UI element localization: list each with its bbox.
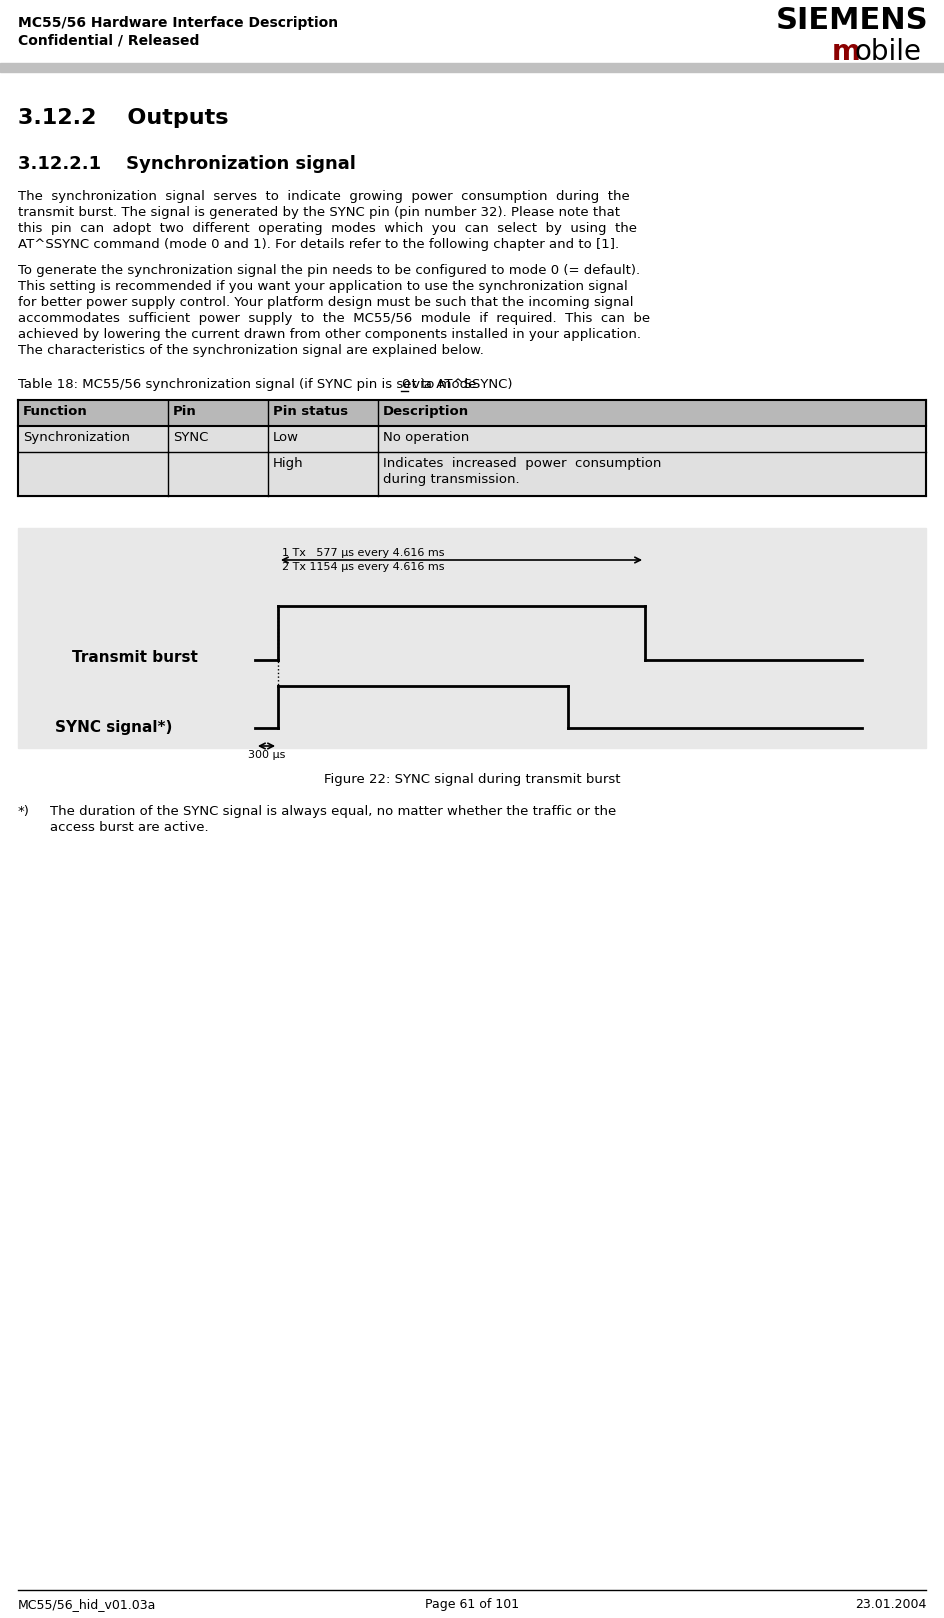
Text: Pin status: Pin status — [273, 404, 348, 417]
Text: this  pin  can  adopt  two  different  operating  modes  which  you  can  select: this pin can adopt two different operati… — [18, 222, 637, 235]
Text: Low: Low — [273, 430, 299, 443]
Text: m: m — [832, 37, 861, 66]
Text: The duration of the SYNC signal is always equal, no matter whether the traffic o: The duration of the SYNC signal is alway… — [50, 806, 616, 819]
Text: achieved by lowering the current drawn from other components installed in your a: achieved by lowering the current drawn f… — [18, 328, 641, 341]
Text: Description: Description — [383, 404, 469, 417]
Text: Indicates  increased  power  consumption: Indicates increased power consumption — [383, 456, 662, 469]
Text: SYNC signal*): SYNC signal*) — [55, 720, 173, 735]
Bar — [18, 400, 926, 426]
Text: access burst are active.: access burst are active. — [50, 820, 209, 833]
Text: To generate the synchronization signal the pin needs to be configured to mode 0 : To generate the synchronization signal t… — [18, 264, 640, 277]
Text: Page 61 of 101: Page 61 of 101 — [425, 1599, 519, 1612]
Text: 1 Tx   577 µs every 4.616 ms: 1 Tx 577 µs every 4.616 ms — [282, 549, 445, 558]
Text: AT^SSYNC command (mode 0 and 1). For details refer to the following chapter and : AT^SSYNC command (mode 0 and 1). For det… — [18, 238, 619, 251]
Text: No operation: No operation — [383, 430, 469, 443]
Text: Function: Function — [23, 404, 88, 417]
Text: MC55/56_hid_v01.03a: MC55/56_hid_v01.03a — [18, 1599, 157, 1612]
Text: *): *) — [18, 806, 30, 819]
Bar — [18, 527, 926, 748]
Text: SIEMENS: SIEMENS — [775, 6, 928, 36]
Text: High: High — [273, 456, 304, 469]
Text: 23.01.2004: 23.01.2004 — [854, 1599, 926, 1612]
Text: Pin: Pin — [173, 404, 196, 417]
Bar — [18, 451, 926, 497]
Text: 3.12.2    Outputs: 3.12.2 Outputs — [18, 108, 228, 128]
Text: accommodates  sufficient  power  supply  to  the  MC55/56  module  if  required.: accommodates sufficient power supply to … — [18, 312, 650, 325]
Text: Figure 22: SYNC signal during transmit burst: Figure 22: SYNC signal during transmit b… — [324, 773, 620, 786]
Text: transmit burst. The signal is generated by the SYNC pin (pin number 32). Please : transmit burst. The signal is generated … — [18, 205, 620, 218]
Text: obile: obile — [854, 37, 921, 66]
Text: 3.12.2.1    Synchronization signal: 3.12.2.1 Synchronization signal — [18, 155, 356, 173]
Text: via AT^SSYNC): via AT^SSYNC) — [408, 379, 513, 392]
Text: Transmit burst: Transmit burst — [72, 650, 198, 665]
Bar — [18, 426, 926, 451]
Text: The  synchronization  signal  serves  to  indicate  growing  power  consumption : The synchronization signal serves to ind… — [18, 189, 630, 202]
Text: during transmission.: during transmission. — [383, 472, 519, 485]
Text: for better power supply control. Your platform design must be such that the inco: for better power supply control. Your pl… — [18, 296, 633, 309]
Text: 300 µs: 300 µs — [248, 751, 285, 760]
Bar — [0, 63, 944, 71]
Text: Table 18: MC55/56 synchronization signal (if SYNC pin is set to mode: Table 18: MC55/56 synchronization signal… — [18, 379, 480, 392]
Text: Confidential / Released: Confidential / Released — [18, 32, 199, 47]
Text: The characteristics of the synchronization signal are explained below.: The characteristics of the synchronizati… — [18, 345, 484, 358]
Text: This setting is recommended if you want your application to use the synchronizat: This setting is recommended if you want … — [18, 280, 628, 293]
Text: 2 Tx 1154 µs every 4.616 ms: 2 Tx 1154 µs every 4.616 ms — [282, 561, 445, 573]
Text: SYNC: SYNC — [173, 430, 209, 443]
Text: Synchronization: Synchronization — [23, 430, 130, 443]
Text: 0: 0 — [401, 379, 410, 392]
Text: MC55/56 Hardware Interface Description: MC55/56 Hardware Interface Description — [18, 16, 338, 31]
